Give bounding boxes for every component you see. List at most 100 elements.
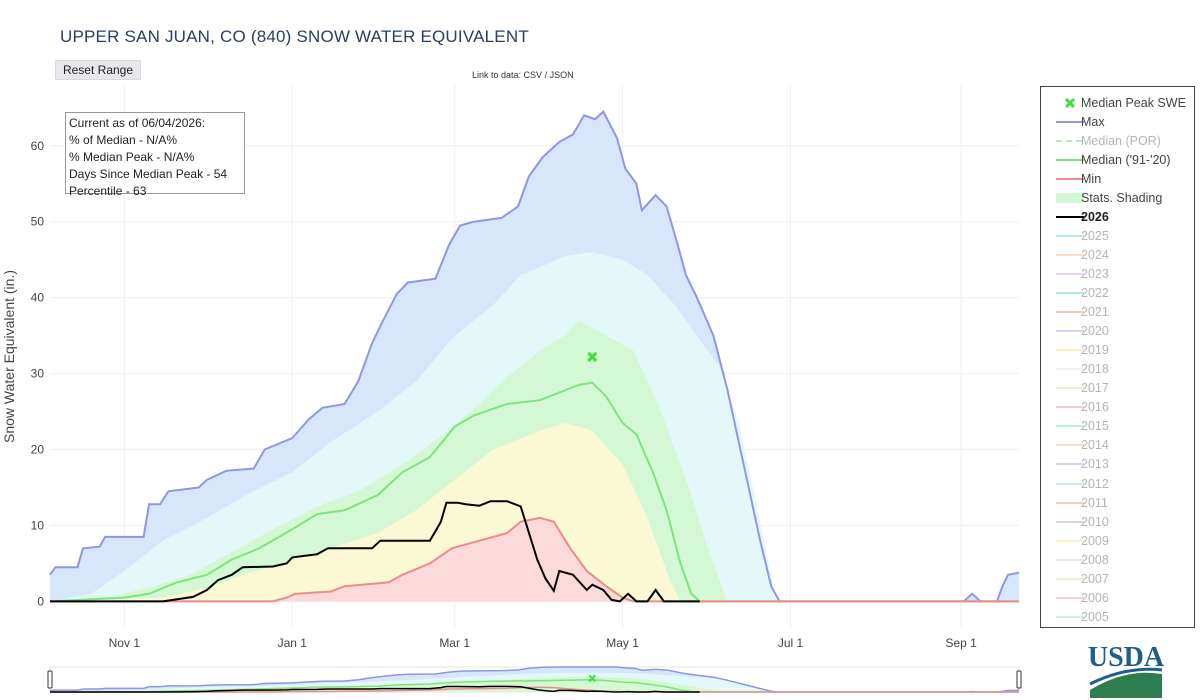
legend-label: 2005 <box>1081 609 1109 624</box>
legend-item[interactable]: Min <box>1041 169 1191 188</box>
legend-swatch <box>1056 234 1084 237</box>
legend-label: 2009 <box>1081 533 1109 548</box>
legend-label: 2006 <box>1081 590 1109 605</box>
median-peak-marker <box>587 351 598 362</box>
data-link-separator: / <box>542 70 550 80</box>
legend-item[interactable]: 2023 <box>1041 264 1191 283</box>
x-tick-label: Sep 1 <box>946 636 978 650</box>
legend-item[interactable]: 2009 <box>1041 531 1191 550</box>
y-axis-label: Snow Water Equivalent (in.) <box>1 270 17 443</box>
legend-swatch <box>1056 558 1084 561</box>
legend-label: 2022 <box>1081 286 1109 300</box>
legend-item[interactable]: 2019 <box>1041 341 1191 360</box>
csv-link[interactable]: CSV <box>523 70 543 80</box>
legend-swatch <box>1056 177 1084 180</box>
x-tick-label: Jul 1 <box>778 636 804 650</box>
info-line: % Median Peak - N/A% <box>69 150 195 164</box>
info-line: Percentile - 63 <box>69 184 147 198</box>
legend-swatch <box>1056 253 1084 256</box>
legend-item[interactable]: Stats. Shading <box>1041 188 1191 207</box>
series-line-2026 <box>50 500 700 603</box>
y-tick-label: 20 <box>31 443 45 457</box>
legend-label: 2026 <box>1081 209 1109 224</box>
range-slider-right-handle[interactable] <box>1016 670 1022 689</box>
y-tick-label: 60 <box>31 139 45 153</box>
legend-label: 2020 <box>1081 324 1109 339</box>
data-link-prefix: Link to data: <box>472 70 524 80</box>
legend-swatch <box>1056 615 1084 618</box>
legend-item[interactable]: Median Peak SWE <box>1041 93 1191 112</box>
usda-logo: USDA <box>1088 642 1165 698</box>
legend-item[interactable]: 2005 <box>1041 607 1191 626</box>
series-line-min <box>50 516 1019 603</box>
current-status-box: Current as of 06/04/2026: % of Median - … <box>65 112 245 198</box>
info-line: % of Median - N/A% <box>69 133 178 147</box>
legend-label: 2025 <box>1081 228 1109 243</box>
legend-label: 2015 <box>1081 419 1109 434</box>
legend-item[interactable]: 2022 <box>1041 284 1191 303</box>
legend-item[interactable]: 2010 <box>1041 512 1191 531</box>
legend-label: Min <box>1081 171 1102 186</box>
legend-item[interactable]: 2016 <box>1041 398 1191 417</box>
legend-swatch <box>1056 311 1084 314</box>
legend-swatch <box>1056 406 1084 409</box>
series-line-max <box>49 109 1020 603</box>
legend-swatch <box>1056 192 1084 203</box>
legend-swatch <box>1056 520 1084 523</box>
legend-swatch <box>1056 139 1084 142</box>
legend-item[interactable]: Median (POR) <box>1041 131 1191 150</box>
legend-item[interactable]: Median ('91-'20) <box>1041 150 1191 169</box>
legend-label: 2016 <box>1081 400 1109 415</box>
legend-swatch <box>1056 387 1084 390</box>
reset-range-button[interactable]: Reset Range <box>55 60 141 80</box>
legend-label: Median (POR) <box>1081 133 1161 148</box>
legend-swatch <box>1056 120 1084 123</box>
legend-item[interactable]: 2025 <box>1041 226 1191 245</box>
legend-label: Median ('91-'20) <box>1081 152 1171 167</box>
legend-item[interactable]: 2006 <box>1041 588 1191 607</box>
legend-swatch <box>1056 330 1084 333</box>
legend-item[interactable]: 2011 <box>1041 493 1191 512</box>
legend-label: Stats. Shading <box>1081 190 1163 205</box>
info-line: Current as of 06/04/2026: <box>69 116 206 130</box>
legend-item[interactable]: 2026 <box>1041 207 1191 226</box>
legend-swatch <box>1056 425 1084 428</box>
legend-label: 2021 <box>1081 305 1109 320</box>
legend-swatch <box>1056 215 1084 218</box>
legend-swatch <box>1056 463 1084 466</box>
range-slider-2026-line <box>50 685 700 693</box>
legend-label: 2008 <box>1081 552 1109 567</box>
legend-item[interactable]: 2024 <box>1041 245 1191 264</box>
legend-label: 2023 <box>1081 266 1109 281</box>
legend-item[interactable]: 2015 <box>1041 417 1191 436</box>
legend-label: 2024 <box>1081 247 1109 262</box>
legend-item[interactable]: Max <box>1041 112 1191 131</box>
min-shading-area <box>50 517 1019 602</box>
legend-item[interactable]: 2012 <box>1041 474 1191 493</box>
legend-item[interactable]: 2021 <box>1041 303 1191 322</box>
legend-item[interactable]: 2007 <box>1041 569 1191 588</box>
legend-label: 2011 <box>1081 495 1108 510</box>
x-tick-label: Jan 1 <box>278 636 308 650</box>
legend-item[interactable]: 2013 <box>1041 455 1191 474</box>
legend-item[interactable]: 2020 <box>1041 322 1191 341</box>
y-tick-label: 10 <box>31 518 45 532</box>
legend-label: Median Peak SWE <box>1081 95 1186 110</box>
legend-item[interactable]: 2008 <box>1041 550 1191 569</box>
legend-label: 2010 <box>1081 514 1109 529</box>
legend-label: 2014 <box>1081 438 1109 453</box>
legend-item[interactable]: 2017 <box>1041 379 1191 398</box>
range-slider-left-handle[interactable] <box>47 670 53 689</box>
legend-swatch <box>1056 158 1084 161</box>
legend-item[interactable]: 2018 <box>1041 360 1191 379</box>
legend-label: 2013 <box>1081 457 1109 472</box>
legend-item[interactable]: 2014 <box>1041 436 1191 455</box>
swe-chart[interactable]: 0 10 20 30 40 50 60 Nov 1 Jan 1 Mar 1 May 1 Jul 1 Se… <box>0 0 1035 700</box>
json-link[interactable]: JSON <box>549 70 574 80</box>
legend-swatch <box>1056 292 1084 294</box>
info-line: Days Since Median Peak - 54 <box>69 167 228 181</box>
legend-label: 2017 <box>1081 381 1109 396</box>
chart-legend: Median Peak SWE Max Median (POR) Median ('9… <box>1040 86 1195 628</box>
legend-swatch <box>1056 539 1084 542</box>
y-tick-label: 50 <box>31 215 45 229</box>
